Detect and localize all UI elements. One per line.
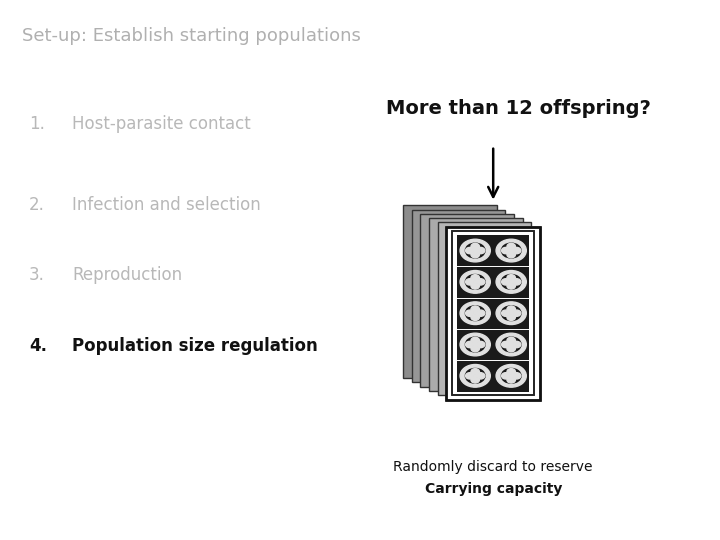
Circle shape — [507, 369, 516, 375]
Circle shape — [501, 274, 521, 289]
Text: Population size regulation: Population size regulation — [72, 336, 318, 355]
Circle shape — [477, 247, 485, 254]
Bar — [452, 231, 534, 395]
Circle shape — [507, 314, 516, 320]
Circle shape — [477, 279, 485, 285]
Circle shape — [471, 369, 480, 375]
Circle shape — [471, 275, 480, 281]
Text: 4.: 4. — [29, 336, 47, 355]
Circle shape — [513, 341, 521, 348]
Circle shape — [465, 306, 485, 321]
Text: 3.: 3. — [29, 266, 45, 285]
Bar — [412, 210, 505, 382]
Circle shape — [466, 341, 474, 348]
Circle shape — [473, 280, 477, 284]
Circle shape — [513, 310, 521, 316]
Circle shape — [477, 341, 485, 348]
Circle shape — [466, 373, 474, 379]
Circle shape — [509, 249, 513, 252]
Circle shape — [465, 274, 485, 289]
Text: Randomly discard to reserve: Randomly discard to reserve — [393, 460, 593, 474]
Circle shape — [507, 244, 516, 249]
Circle shape — [473, 343, 477, 346]
Circle shape — [471, 244, 480, 249]
Circle shape — [513, 279, 521, 285]
Circle shape — [507, 252, 516, 258]
Circle shape — [496, 239, 526, 262]
Bar — [403, 205, 497, 378]
Circle shape — [507, 346, 516, 352]
Circle shape — [471, 252, 480, 258]
Circle shape — [466, 310, 474, 316]
Circle shape — [471, 346, 480, 352]
Circle shape — [509, 312, 513, 315]
Circle shape — [502, 310, 510, 316]
Circle shape — [477, 373, 485, 379]
Circle shape — [501, 368, 521, 383]
Text: Reproduction: Reproduction — [72, 266, 182, 285]
Bar — [446, 227, 540, 400]
Circle shape — [477, 310, 485, 316]
Circle shape — [466, 247, 474, 254]
Circle shape — [471, 338, 480, 343]
Circle shape — [501, 337, 521, 352]
Circle shape — [502, 341, 510, 348]
Circle shape — [502, 279, 510, 285]
Circle shape — [501, 243, 521, 258]
Circle shape — [502, 247, 510, 254]
Circle shape — [513, 247, 521, 254]
Text: Infection and selection: Infection and selection — [72, 196, 261, 214]
Circle shape — [507, 283, 516, 289]
Text: 2.: 2. — [29, 196, 45, 214]
Circle shape — [513, 373, 521, 379]
Text: Host-parasite contact: Host-parasite contact — [72, 115, 251, 133]
Circle shape — [496, 364, 526, 387]
Circle shape — [507, 306, 516, 312]
Circle shape — [460, 271, 490, 293]
Bar — [420, 214, 514, 387]
Circle shape — [496, 333, 526, 356]
Circle shape — [460, 239, 490, 262]
Circle shape — [465, 243, 485, 258]
Circle shape — [471, 377, 480, 383]
Bar — [438, 222, 531, 395]
Circle shape — [465, 337, 485, 352]
Circle shape — [507, 338, 516, 343]
Bar — [429, 218, 523, 391]
Circle shape — [460, 364, 490, 387]
Circle shape — [501, 306, 521, 321]
Circle shape — [502, 373, 510, 379]
Circle shape — [460, 333, 490, 356]
Circle shape — [507, 377, 516, 383]
Circle shape — [465, 368, 485, 383]
Circle shape — [460, 302, 490, 325]
Circle shape — [509, 343, 513, 346]
Circle shape — [471, 306, 480, 312]
Circle shape — [509, 280, 513, 284]
Bar — [457, 235, 529, 392]
Circle shape — [509, 374, 513, 377]
Bar — [452, 231, 534, 395]
Bar — [446, 227, 540, 400]
Circle shape — [473, 249, 477, 252]
Text: Set-up: Establish starting populations: Set-up: Establish starting populations — [22, 27, 361, 45]
Circle shape — [496, 271, 526, 293]
Text: More than 12 offspring?: More than 12 offspring? — [386, 98, 651, 118]
Circle shape — [466, 279, 474, 285]
Circle shape — [473, 312, 477, 315]
Circle shape — [507, 275, 516, 281]
Circle shape — [496, 302, 526, 325]
Text: Carrying capacity: Carrying capacity — [425, 482, 562, 496]
Circle shape — [471, 314, 480, 320]
Text: 1.: 1. — [29, 115, 45, 133]
Circle shape — [473, 374, 477, 377]
Circle shape — [471, 283, 480, 289]
